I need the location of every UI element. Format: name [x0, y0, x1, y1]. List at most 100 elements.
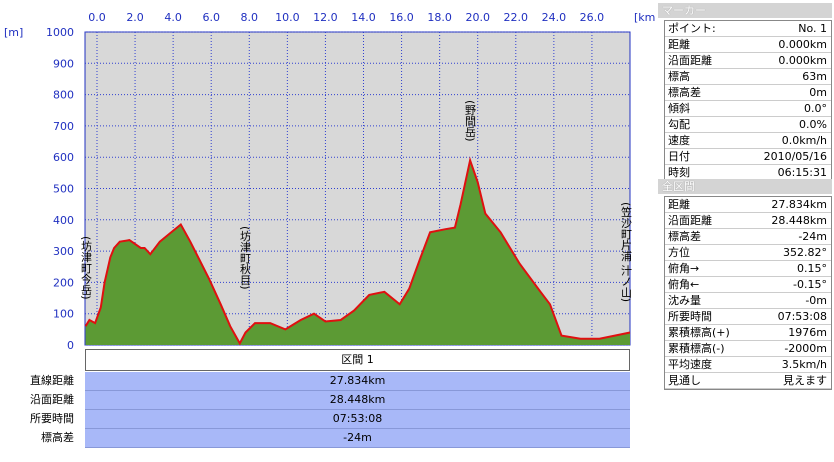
row-value: No. 1	[798, 22, 827, 35]
row-label: 標高差	[41, 431, 74, 444]
row-value: 63m	[802, 70, 827, 83]
y-tick-label: 700	[53, 120, 74, 133]
x-tick-label: 12.0	[313, 11, 338, 24]
panel-header: マーカー	[658, 3, 832, 18]
peak-annotation: (野間岳)	[464, 100, 477, 142]
x-tick-label: 14.0	[351, 11, 376, 24]
elevation-line	[84, 156, 631, 346]
table-row: 標高差 -24m	[0, 429, 630, 448]
row-value: 2010/05/16	[763, 150, 827, 163]
row-value: 0.0km/h	[781, 134, 827, 147]
row-value: -24m	[85, 429, 630, 448]
row-label: 俯角←	[668, 278, 700, 291]
panel-row: 見通し 見えます	[665, 373, 831, 389]
row-value: 07:53:08	[85, 410, 630, 429]
y-tick-label: 1000	[46, 26, 74, 39]
panel-box: ポイント: No. 1 距離 0.000km 沿面距離 0.000km 標高 63m 標高差 0m…	[664, 20, 832, 182]
row-value: 07:53:08	[777, 310, 827, 323]
panel-row: 所要時間 07:53:08	[665, 309, 831, 325]
row-label: 直線距離	[30, 374, 74, 387]
panel-header: 全区間	[658, 179, 832, 194]
panel-row: 距離 0.000km	[665, 37, 831, 53]
row-value: 352.82°	[783, 246, 827, 259]
row-value: 27.834km	[85, 372, 630, 391]
panel-row: 日付 2010/05/16	[665, 149, 831, 165]
row-value: 0.15°	[797, 262, 827, 275]
panel-row: 沿面距離 28.448km	[665, 213, 831, 229]
y-tick-label: 600	[53, 151, 74, 164]
x-tick-label: 2.0	[126, 11, 144, 24]
row-label: 俯角→	[668, 262, 700, 275]
panel-row: 距離 27.834km	[665, 197, 831, 213]
panel-row: 標高差 -24m	[665, 229, 831, 245]
row-label: 距離	[668, 38, 690, 51]
row-value: 3.5km/h	[781, 358, 827, 371]
peak-annotation: (笠沙町片浦 汁ノ山)	[620, 202, 633, 302]
x-tick-label: 22.0	[504, 11, 529, 24]
x-tick-label: 16.0	[389, 11, 414, 24]
panel-row: 俯角→ 0.15°	[665, 261, 831, 277]
row-label: 日付	[668, 150, 690, 163]
row-label: 距離	[668, 198, 690, 211]
panel-row: 累積標高(+) 1976m	[665, 325, 831, 341]
row-value: 0m	[809, 86, 827, 99]
row-label: 方位	[668, 246, 690, 259]
row-value: 0.0%	[799, 118, 827, 131]
row-value: 28.448km	[771, 214, 827, 227]
row-label: 標高差	[668, 230, 701, 243]
x-tick-label: 20.0	[465, 11, 490, 24]
peak-annotation: (坊津町秋目)	[239, 226, 252, 290]
y-tick-label: 100	[53, 308, 74, 321]
table-header: 区間 1	[85, 349, 630, 371]
panel-row: ポイント: No. 1	[665, 21, 831, 37]
x-tick-label: 10.0	[275, 11, 300, 24]
x-tick-label: 26.0	[580, 11, 605, 24]
row-label: 累積標高(+)	[668, 326, 730, 339]
y-tick-label: 400	[53, 214, 74, 227]
row-value: -24m	[798, 230, 827, 243]
row-value: 1976m	[788, 326, 827, 339]
panel-row: 標高 63m	[665, 69, 831, 85]
panel-row: 速度 0.0km/h	[665, 133, 831, 149]
row-label: 所要時間	[30, 412, 74, 425]
y-tick-label: 200	[53, 276, 74, 289]
row-value: -0m	[805, 294, 827, 307]
y-tick-label: 500	[53, 183, 74, 196]
panel-row: 傾斜 0.0°	[665, 101, 831, 117]
x-tick-label: 4.0	[164, 11, 182, 24]
row-value: 27.834km	[771, 198, 827, 211]
panel-row: 累積標高(-) -2000m	[665, 341, 831, 357]
y-tick-label: 0	[67, 339, 74, 350]
table-row: 所要時間 07:53:08	[0, 410, 630, 429]
row-label: 沿面距離	[30, 393, 74, 406]
peak-annotation: (坊津町今岳)	[80, 236, 93, 300]
x-unit: [km]	[634, 11, 655, 24]
row-label: 沿面距離	[668, 214, 712, 227]
row-label: 所要時間	[668, 310, 712, 323]
panel-row: 沈み量 -0m	[665, 293, 831, 309]
row-value: 0.000km	[778, 38, 827, 51]
row-value: -0.15°	[793, 278, 827, 291]
row-label: 累積標高(-)	[668, 342, 725, 355]
row-label: 平均速度	[668, 358, 712, 371]
row-label: ポイント:	[668, 22, 716, 35]
row-value: 0.0°	[804, 102, 827, 115]
row-value: -2000m	[784, 342, 827, 355]
panel-box: 距離 27.834km 沿面距離 28.448km 標高差 -24m 方位 352.82° 俯角…	[664, 196, 832, 390]
y-tick-label: 800	[53, 89, 74, 102]
elevation-chart: [m] [km] 0 100 200 300 400 500 600 700 800 900 100…	[4, 11, 655, 350]
row-label: 見通し	[668, 374, 701, 387]
row-label: 勾配	[668, 118, 690, 131]
panel-row: 平均速度 3.5km/h	[665, 357, 831, 373]
row-value: 28.448km	[85, 391, 630, 410]
panel-row: 標高差 0m	[665, 85, 831, 101]
table-row: 沿面距離 28.448km	[0, 391, 630, 410]
x-tick-label: 0.0	[88, 11, 106, 24]
y-unit: [m]	[4, 26, 23, 39]
row-label: 速度	[668, 134, 690, 147]
table-row: 直線距離 27.834km	[0, 372, 630, 391]
y-tick-label: 900	[53, 57, 74, 70]
row-label: 傾斜	[668, 102, 690, 115]
x-tick-label: 8.0	[241, 11, 259, 24]
